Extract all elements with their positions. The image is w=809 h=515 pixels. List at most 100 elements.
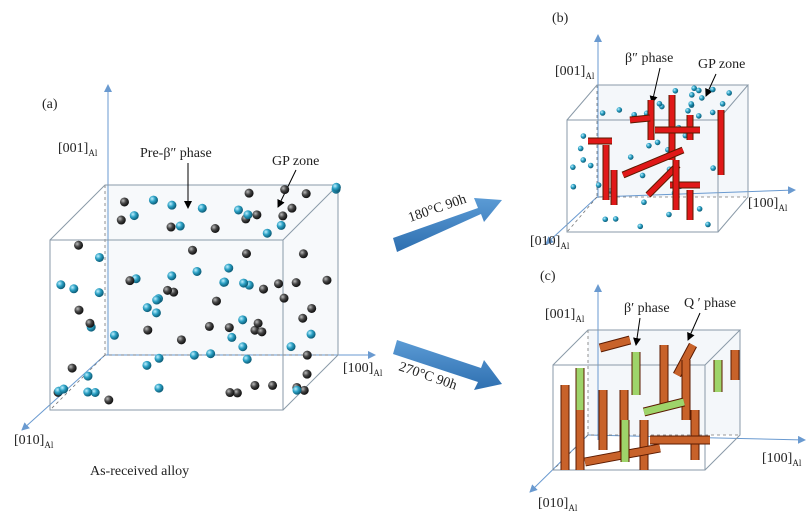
particle	[685, 108, 691, 114]
particle	[278, 211, 287, 220]
axis-text: [001]	[545, 307, 575, 322]
particle	[570, 164, 576, 170]
particle	[167, 223, 176, 232]
axis-sub: Al	[575, 314, 584, 324]
axis-label: [010]Al	[530, 234, 570, 251]
particle	[130, 211, 139, 220]
particle	[104, 395, 113, 404]
particle	[696, 88, 702, 94]
particle	[628, 154, 634, 160]
annotation: GP zone	[698, 57, 745, 72]
caption: As-received alloy	[90, 464, 189, 479]
particle	[167, 271, 176, 280]
particle	[655, 140, 661, 146]
particle	[666, 212, 672, 218]
particle	[263, 229, 272, 238]
particle	[176, 222, 185, 231]
particle	[95, 253, 104, 262]
particle	[69, 284, 78, 293]
particle	[152, 308, 161, 317]
particle	[280, 185, 289, 194]
panel-label: (a)	[42, 97, 58, 112]
particle	[274, 279, 283, 288]
particle	[211, 224, 220, 233]
particle	[600, 110, 606, 116]
particle	[646, 143, 652, 149]
particle	[298, 314, 307, 323]
particle	[225, 388, 234, 397]
panel-label: (c)	[540, 269, 556, 284]
particle	[152, 296, 161, 305]
axis-text: [100]	[762, 451, 792, 466]
particle	[190, 351, 199, 360]
particle	[578, 146, 584, 152]
axis-text: [100]	[748, 196, 778, 211]
axis-text: [001]	[58, 141, 88, 156]
particle	[234, 205, 243, 214]
particle	[699, 95, 705, 101]
arrow-b: 180°C 90h	[393, 192, 502, 252]
axis-label: [100]Al	[748, 196, 788, 213]
particle	[74, 306, 83, 315]
axis-label: [010]Al	[538, 496, 578, 513]
particle	[299, 249, 308, 258]
particle	[225, 323, 234, 332]
particle	[303, 370, 312, 379]
particle	[293, 386, 302, 395]
particle	[637, 224, 643, 230]
particle	[259, 285, 268, 294]
particle	[250, 381, 259, 390]
particle	[83, 372, 92, 381]
particle	[588, 163, 594, 169]
particle	[95, 288, 104, 297]
axis-text: [100]	[343, 361, 373, 376]
axis-label: [010]Al	[14, 433, 54, 450]
axis-label: [100]Al	[343, 361, 383, 378]
particle	[617, 107, 623, 113]
particle	[710, 87, 716, 93]
box-back	[105, 185, 338, 355]
particle	[705, 222, 711, 228]
particle	[571, 184, 577, 190]
particle	[56, 280, 65, 289]
particle	[580, 157, 586, 163]
axis-text: [001]	[555, 64, 585, 79]
particle	[110, 331, 119, 340]
particle	[85, 319, 94, 328]
arrow-c: 270°C 90h	[393, 340, 502, 393]
particle	[254, 319, 263, 328]
particle	[657, 101, 663, 107]
particle	[245, 189, 254, 198]
particle	[205, 322, 214, 331]
particle	[277, 221, 286, 230]
particle	[287, 342, 296, 351]
panel-a: (a) [001]Al [100]Al [010]Al Pre-β″ phase…	[14, 85, 383, 479]
particle	[142, 361, 151, 370]
particle	[287, 204, 296, 213]
axis-sub: Al	[792, 458, 801, 468]
axis-text: [010]	[14, 433, 44, 448]
panel-c: (c) [001]Al [100]Al [010]Al β′ phase Q ′…	[530, 269, 805, 513]
axis-label: [001]Al	[545, 307, 585, 324]
particle	[227, 333, 236, 342]
particle	[143, 303, 152, 312]
axis-sub: Al	[88, 148, 97, 158]
particle	[239, 279, 248, 288]
annotation: Q ′ phase	[684, 296, 736, 311]
axis-sub: Al	[44, 440, 53, 450]
particle	[198, 204, 207, 213]
particle	[596, 182, 602, 188]
particle	[68, 364, 77, 373]
panel-b: (b) [001]Al [100]Al [010]Al β″ phase GP …	[530, 11, 795, 251]
particle	[59, 385, 68, 394]
particle	[641, 199, 647, 205]
particle	[242, 249, 251, 258]
particle	[193, 267, 202, 276]
particle	[220, 278, 229, 287]
particle	[167, 201, 176, 210]
axis-text: [010]	[538, 496, 568, 511]
particle	[581, 133, 587, 139]
particle	[726, 90, 732, 96]
particle	[307, 330, 316, 339]
axis-sub: Al	[778, 203, 787, 213]
